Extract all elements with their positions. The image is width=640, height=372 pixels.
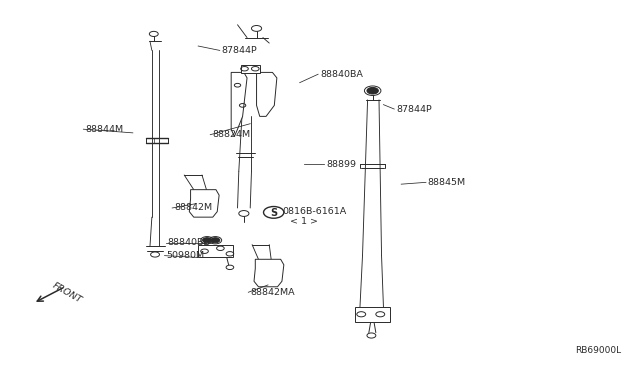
Text: 0816B-6161A: 0816B-6161A <box>282 207 346 216</box>
Circle shape <box>211 238 220 243</box>
Text: 88824M: 88824M <box>212 130 250 139</box>
Polygon shape <box>254 259 284 287</box>
Text: 88842MA: 88842MA <box>250 288 295 297</box>
Polygon shape <box>231 73 247 137</box>
Text: RB69000L: RB69000L <box>575 346 621 355</box>
Bar <box>241 65 260 73</box>
Text: 88840BA: 88840BA <box>320 70 363 79</box>
Text: 50980M: 50980M <box>166 251 205 260</box>
Text: S: S <box>270 208 277 218</box>
Bar <box>355 307 390 321</box>
Circle shape <box>367 87 378 94</box>
Polygon shape <box>257 73 277 116</box>
Text: 88842M: 88842M <box>174 203 212 212</box>
Text: FRONT: FRONT <box>51 281 83 305</box>
Text: 88844M: 88844M <box>85 125 124 134</box>
Polygon shape <box>189 190 219 217</box>
Text: 87844P: 87844P <box>396 105 432 113</box>
Text: 88840BB: 88840BB <box>168 238 211 247</box>
Bar <box>198 245 233 257</box>
Circle shape <box>203 238 211 243</box>
Text: < 1 >: < 1 > <box>290 217 318 227</box>
Text: 88845M: 88845M <box>428 178 466 187</box>
Text: 88899: 88899 <box>326 160 356 169</box>
Text: 87844P: 87844P <box>221 46 257 55</box>
